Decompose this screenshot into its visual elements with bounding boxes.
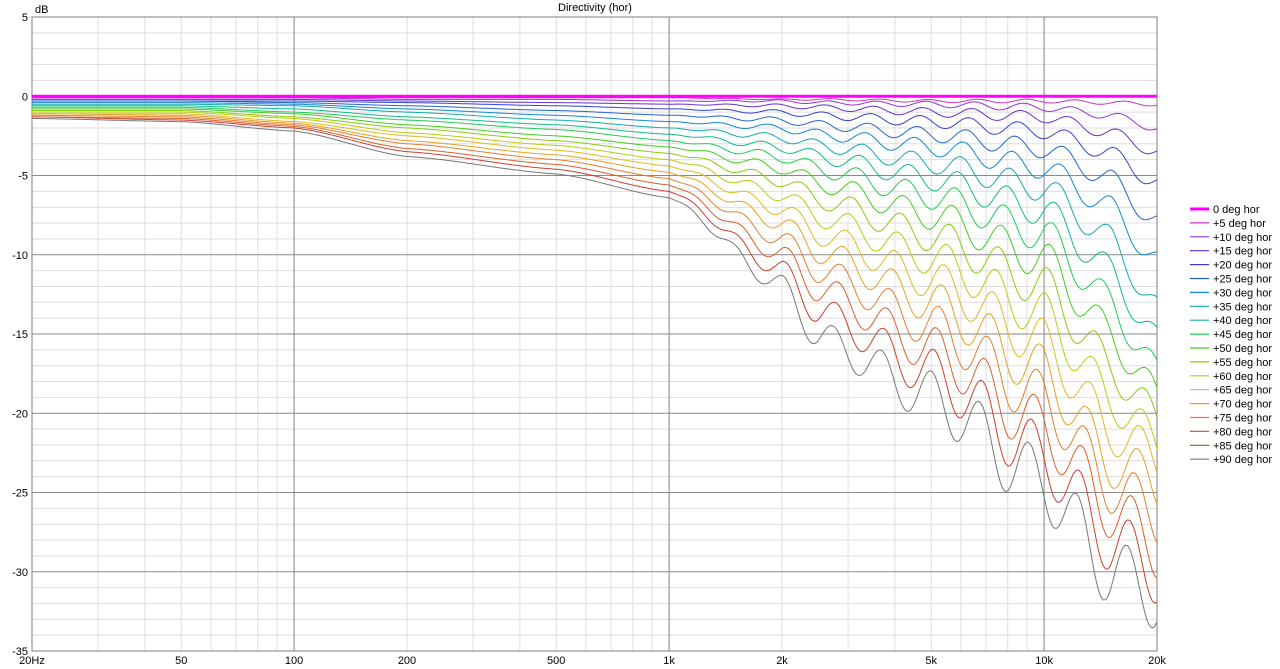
- legend-label[interactable]: 0 deg hor: [1213, 204, 1260, 216]
- series-line: [32, 116, 1158, 579]
- legend-label[interactable]: +75 deg hor: [1213, 413, 1272, 425]
- series-line: [32, 98, 1158, 155]
- series-line: [32, 106, 1158, 361]
- legend-label[interactable]: +5 deg hor: [1213, 218, 1266, 230]
- series-line: [32, 105, 1158, 328]
- y-tick-label: -5: [18, 171, 28, 183]
- y-tick-label: -35: [12, 646, 28, 658]
- series-line: [32, 113, 1158, 474]
- series-line: [32, 100, 1158, 185]
- legend-label[interactable]: +80 deg hor: [1213, 426, 1272, 438]
- x-tick-label: 20Hz: [19, 655, 45, 667]
- legend-label[interactable]: +85 deg hor: [1213, 440, 1272, 452]
- legend-label[interactable]: +90 deg hor: [1213, 454, 1272, 466]
- legend[interactable]: 0 deg hor +5 deg hor +10 deg hor +15 deg ho…: [1190, 204, 1272, 466]
- x-axis-tick-labels: 20Hz 50 100 200 500 1k 2k 5k 10k 20k: [19, 655, 1166, 667]
- legend-label[interactable]: +70 deg hor: [1213, 399, 1272, 411]
- series-line: [32, 111, 1158, 449]
- series-line: [31, 117, 1158, 629]
- x-tick-label: 50: [175, 655, 187, 667]
- legend-label[interactable]: +40 deg hor: [1213, 315, 1272, 327]
- y-axis-tick-labels: 5 0 -5 -10 -15 -20 -25 -30 -35: [12, 12, 28, 658]
- series-line: [32, 103, 1158, 298]
- legend-label[interactable]: +45 deg hor: [1213, 329, 1272, 341]
- y-tick-label: -30: [12, 567, 28, 579]
- legend-label[interactable]: +55 deg hor: [1213, 357, 1272, 369]
- legend-label[interactable]: +15 deg hor: [1213, 246, 1272, 258]
- legend-label[interactable]: +50 deg hor: [1213, 343, 1272, 355]
- plot-area-frame: [31, 16, 1158, 652]
- legend-label[interactable]: +30 deg hor: [1213, 287, 1272, 299]
- y-tick-label: -25: [12, 488, 28, 500]
- series-layer: [31, 94, 1158, 629]
- y-tick-label: -20: [12, 408, 28, 420]
- x-tick-label: 5k: [925, 655, 937, 667]
- chart-title: Directivity (hor): [558, 2, 632, 14]
- series-line: [32, 116, 1158, 604]
- y-tick-label: -10: [12, 250, 28, 262]
- y-tick-label: 5: [22, 12, 28, 24]
- x-tick-label: 500: [547, 655, 565, 667]
- x-tick-label: 20k: [1148, 655, 1166, 667]
- x-tick-label: 1k: [663, 655, 675, 667]
- series-line: [32, 108, 1158, 388]
- x-tick-label: 100: [285, 655, 303, 667]
- series-line: [32, 114, 1158, 544]
- y-tick-label: 0: [22, 91, 28, 103]
- legend-label[interactable]: +65 deg hor: [1213, 385, 1272, 397]
- series-line: [32, 110, 1158, 418]
- legend-label[interactable]: +60 deg hor: [1213, 371, 1272, 383]
- x-tick-label: 2k: [776, 655, 788, 667]
- legend-label[interactable]: +20 deg hor: [1213, 260, 1272, 272]
- y-axis-label: dB: [35, 4, 48, 16]
- x-tick-label: 200: [398, 655, 416, 667]
- series-line: [32, 113, 1158, 505]
- y-tick-label: -15: [12, 329, 28, 341]
- series-line: [32, 102, 1158, 256]
- legend-label[interactable]: +35 deg hor: [1213, 301, 1272, 313]
- legend-label[interactable]: +25 deg hor: [1213, 274, 1272, 286]
- legend-label[interactable]: +10 deg hor: [1213, 232, 1272, 244]
- x-tick-label: 10k: [1035, 655, 1053, 667]
